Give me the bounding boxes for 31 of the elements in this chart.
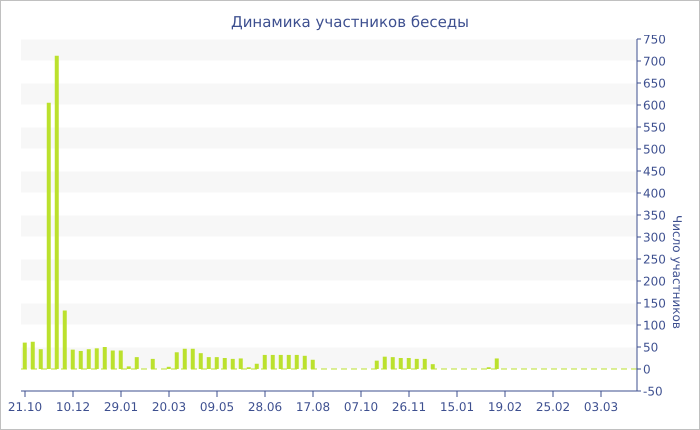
y-tick-label: 0 xyxy=(643,362,651,376)
x-tick-label: 21.10 xyxy=(8,400,42,414)
x-tick-label: 25.02 xyxy=(536,400,570,414)
y-tick-label: 700 xyxy=(643,54,666,68)
x-tick-label: 28.06 xyxy=(248,400,282,414)
y-tick-label: -50 xyxy=(643,384,663,398)
x-tick-label: 03.03 xyxy=(584,400,618,414)
x-tick-label: 26.11 xyxy=(392,400,426,414)
x-tick-label: 15.01 xyxy=(440,400,474,414)
y-tick-label: 50 xyxy=(643,340,658,354)
y-tick-label: 300 xyxy=(643,230,666,244)
x-tick-label: 19.02 xyxy=(488,400,522,414)
y-tick-label: 250 xyxy=(643,252,666,266)
y-tick-label: 650 xyxy=(643,76,666,90)
x-tick-label: 10.12 xyxy=(56,400,90,414)
y-tick-label: 550 xyxy=(643,120,666,134)
y-tick-label: 500 xyxy=(643,142,666,156)
y-tick-label: 150 xyxy=(643,296,666,310)
y-axis-title: Число участников xyxy=(670,215,684,329)
y-tick-label: 350 xyxy=(643,208,666,222)
y-tick-label: 400 xyxy=(643,186,666,200)
x-tick-label: 20.03 xyxy=(152,400,186,414)
y-tick-label: 100 xyxy=(643,318,666,332)
x-tick-label: 17.08 xyxy=(296,400,330,414)
x-tick-label: 07.10 xyxy=(344,400,378,414)
x-tick-label: 09.05 xyxy=(200,400,234,414)
x-tick-label: 29.01 xyxy=(104,400,138,414)
chart-title: Динамика участников беседы xyxy=(230,13,470,31)
y-tick-label: 600 xyxy=(643,98,666,112)
y-tick-label: 450 xyxy=(643,164,666,178)
y-tick-label: 200 xyxy=(643,274,666,288)
